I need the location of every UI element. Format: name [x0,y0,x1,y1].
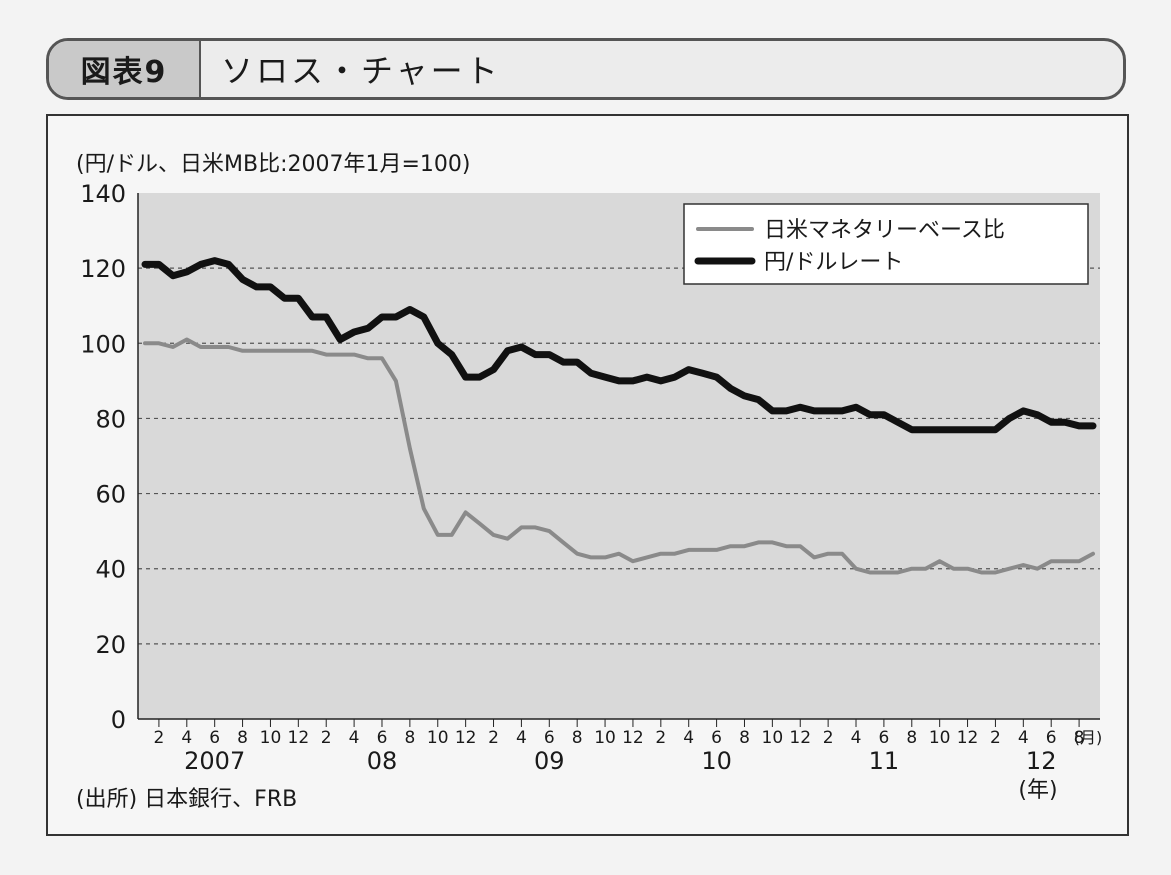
line-chart: 0 20 40 60 80 100 120 140 (円/ドル、日米MB比:2007年1月=10… [76,152,1103,812]
x-tick-label: 10 [762,728,784,748]
x-tick-label: 12 [957,728,979,748]
x-year-label: 09 [534,747,565,775]
legend-label: 日米マネタリーベース比 [764,218,1005,243]
legend-label: 円/ドルレート [764,250,903,275]
x-tick-label: 4 [516,728,527,748]
x-tick-label: 2 [153,728,164,748]
legend-box [683,203,1089,285]
y-tick-label: 20 [95,631,126,659]
x-tick-label: 4 [349,728,360,748]
x-tick-label: 4 [181,728,192,748]
x-tick-label: 2 [823,728,834,748]
y-tick-label: 120 [80,255,126,283]
y-tick-label: 80 [95,405,126,433]
x-tick-label: 6 [878,728,889,748]
y-tick-label: 40 [95,556,126,584]
series-line-2 [141,257,1097,434]
x-tick-label: 4 [1018,728,1029,748]
x-year-unit: (年) [1018,778,1057,803]
x-tick-label: 8 [906,728,917,748]
figure-label: 図表9 [49,41,201,97]
source-note: (出所) 日本銀行、FRB [76,787,297,812]
x-tick-label: 6 [209,728,220,748]
x-tick-label: 8 [1074,728,1085,748]
x-tick-label: 6 [544,728,555,748]
y-axis-label: (円/ドル、日米MB比:2007年1月=100) [76,152,470,177]
x-tick-label: 2 [655,728,666,748]
x-tick-label: 12 [455,728,477,748]
x-tick-label: 6 [1046,728,1057,748]
x-tick-label: 12 [288,728,310,748]
y-tick-label: 60 [95,481,126,509]
x-tick-label: 2 [488,728,499,748]
x-tick-label: 10 [594,728,616,748]
chart-frame: 0 20 40 60 80 100 120 140 (円/ドル、日米MB比:2007年1月=10… [46,114,1129,836]
x-tick-label: 4 [683,728,694,748]
x-tick-label: 12 [789,728,811,748]
title-bar: 図表9 ソロス・チャート [46,38,1126,100]
x-tick-label: 8 [739,728,750,748]
x-tick-label: 10 [929,728,951,748]
x-tick-label: 8 [237,728,248,748]
series-line-1 [143,337,1095,575]
x-tick-label: 2 [990,728,1001,748]
x-tick-label: 6 [377,728,388,748]
y-tick-label: 100 [80,330,126,358]
x-tick-label: 6 [711,728,722,748]
x-year-label: 10 [701,747,732,775]
x-tick-label: 8 [404,728,415,748]
x-tick-label: 4 [851,728,862,748]
x-year-label: 12 [1026,747,1057,775]
x-year-label: 2007 [184,747,245,775]
x-year-label: 11 [869,747,900,775]
y-tick-label: 0 [111,706,126,734]
x-tick-label: 2 [321,728,332,748]
x-tick-label: 10 [260,728,282,748]
x-year-label: 08 [367,747,398,775]
x-tick-label: 10 [427,728,449,748]
y-tick-label: 140 [80,180,126,208]
x-tick-label: 8 [572,728,583,748]
x-month-unit: (月) [1074,728,1103,747]
chart-title: ソロス・チャート [221,52,501,90]
x-tick-label: 12 [622,728,644,748]
